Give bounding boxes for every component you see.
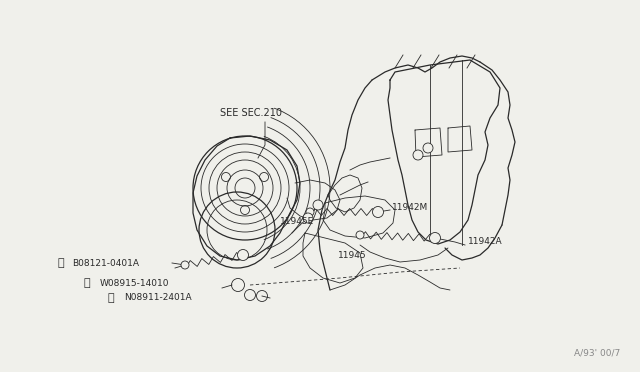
Text: A/93' 00/7: A/93' 00/7 [573,349,620,358]
Circle shape [413,150,423,160]
Text: 11945: 11945 [338,250,367,260]
Text: Ⓝ: Ⓝ [108,293,115,303]
Circle shape [423,143,433,153]
Circle shape [181,261,189,269]
Text: N08911-2401A: N08911-2401A [124,294,191,302]
Text: 11942M: 11942M [392,202,428,212]
Text: 11942A: 11942A [468,237,502,247]
Text: Ⓑ: Ⓑ [57,258,63,268]
Circle shape [429,232,440,244]
Text: 11945E: 11945E [280,218,314,227]
Circle shape [237,250,248,260]
Text: W08915-14010: W08915-14010 [100,279,170,288]
Circle shape [313,200,323,210]
Circle shape [372,206,383,218]
Text: SEE SEC.210: SEE SEC.210 [220,108,282,118]
Circle shape [356,231,364,239]
Text: Ⓦ: Ⓦ [84,278,91,288]
Circle shape [306,208,314,216]
Text: B08121-0401A: B08121-0401A [72,259,139,267]
Circle shape [303,213,313,223]
